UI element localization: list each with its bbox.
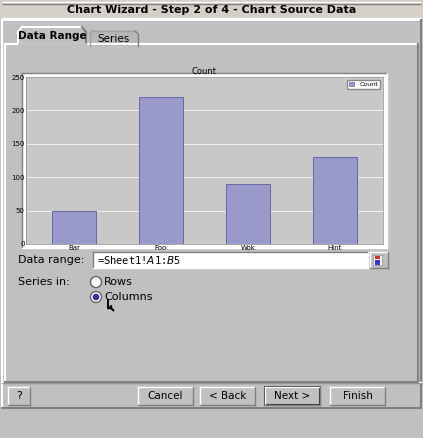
Bar: [375, 260, 380, 265]
Text: Data Range: Data Range: [18, 31, 86, 41]
Text: =Sheet1!$A$1:$B$5: =Sheet1!$A$1:$B$5: [97, 254, 181, 266]
Bar: [373, 255, 382, 265]
Circle shape: [91, 292, 102, 303]
Bar: [313, 157, 357, 244]
Bar: [330, 387, 385, 405]
Bar: [0, 0, 423, 20]
Bar: [18, 26, 86, 44]
Bar: [22, 73, 387, 248]
Bar: [375, 256, 380, 259]
Text: Chart Wizard - Step 2 of 4 - Chart Source Data: Chart Wizard - Step 2 of 4 - Chart Sourc…: [67, 5, 356, 15]
Text: Cancel: Cancel: [148, 391, 183, 401]
Circle shape: [91, 276, 102, 287]
Bar: [52, 211, 96, 244]
Legend: Count: Count: [347, 80, 380, 89]
Bar: [139, 97, 183, 244]
Bar: [5, 44, 418, 382]
Bar: [90, 30, 138, 46]
Text: Data range:: Data range:: [18, 255, 84, 265]
Circle shape: [93, 294, 99, 300]
Bar: [93, 252, 368, 268]
Bar: [0, 20, 423, 408]
Bar: [138, 387, 193, 405]
Polygon shape: [108, 299, 114, 311]
Text: Series in:: Series in:: [18, 277, 70, 287]
Text: Columns: Columns: [104, 292, 153, 302]
Bar: [265, 387, 320, 405]
Title: Count: Count: [192, 67, 217, 76]
Bar: [200, 387, 255, 405]
Text: Rows: Rows: [104, 277, 133, 287]
Text: Finish: Finish: [343, 391, 372, 401]
Bar: [265, 387, 320, 405]
Text: Series: Series: [98, 34, 130, 44]
Bar: [226, 184, 270, 244]
Bar: [8, 387, 30, 405]
Text: < Back: < Back: [209, 391, 246, 401]
Text: ?: ?: [16, 391, 22, 401]
Text: Next >: Next >: [275, 391, 310, 401]
Bar: [370, 252, 388, 268]
